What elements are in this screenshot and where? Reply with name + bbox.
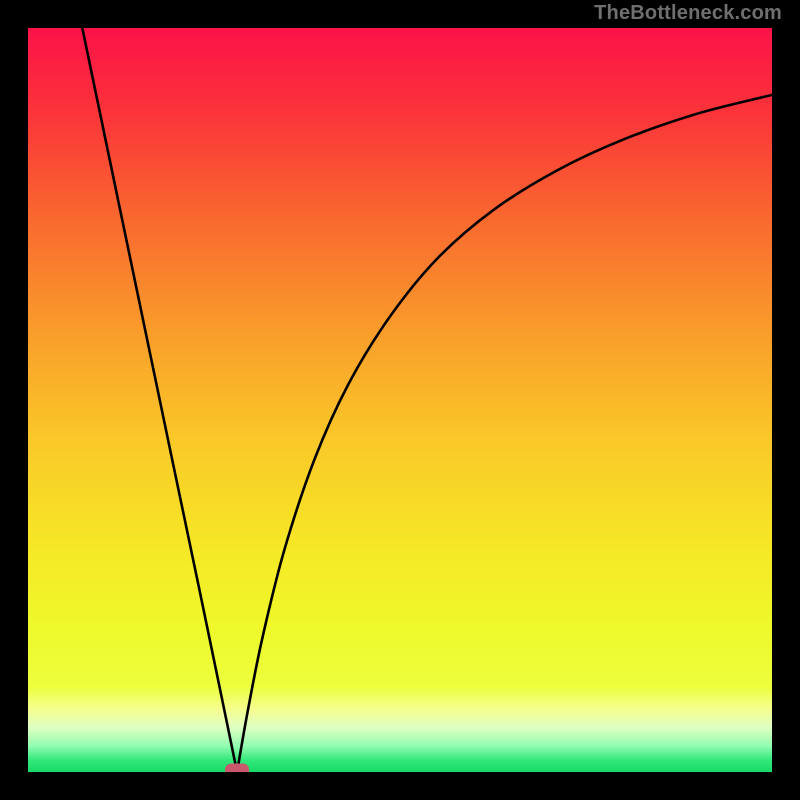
plot-area <box>28 28 772 772</box>
vertex-marker <box>225 764 249 773</box>
watermark-text: TheBottleneck.com <box>594 2 782 25</box>
chart-frame: TheBottleneck.com <box>0 0 800 800</box>
gradient-background <box>28 28 772 772</box>
chart-svg <box>28 28 772 772</box>
